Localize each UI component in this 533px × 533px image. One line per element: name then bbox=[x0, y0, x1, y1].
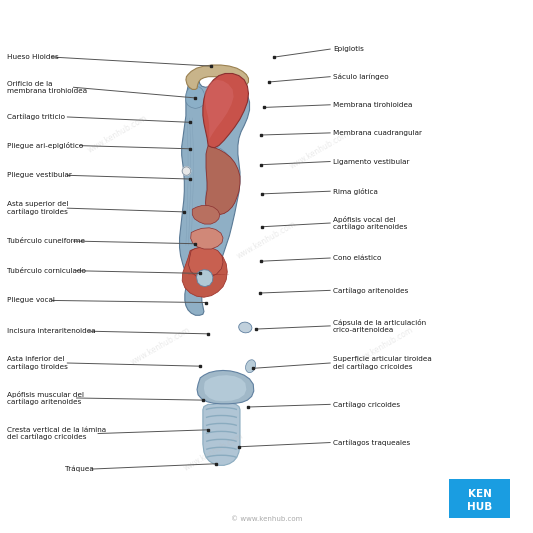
Polygon shape bbox=[185, 86, 206, 109]
Text: Asta superior del
cartílago tiroides: Asta superior del cartílago tiroides bbox=[7, 201, 68, 215]
Text: Pliegue ari-epiglótico: Pliegue ari-epiglótico bbox=[7, 142, 83, 149]
Text: Apófisis muscular del
cartílago aritenoides: Apófisis muscular del cartílago aritenoi… bbox=[7, 391, 84, 405]
Text: Tráquea: Tráquea bbox=[65, 466, 94, 472]
Polygon shape bbox=[180, 72, 249, 316]
Polygon shape bbox=[206, 147, 238, 212]
Text: Cartílago aritenoides: Cartílago aritenoides bbox=[333, 287, 408, 294]
Text: Cartílago triticio: Cartílago triticio bbox=[7, 114, 64, 120]
Text: KEN: KEN bbox=[468, 489, 492, 499]
Polygon shape bbox=[197, 270, 213, 287]
Text: Rima glótica: Rima glótica bbox=[333, 188, 378, 195]
Text: Orificio de la
membrana tirohioidea: Orificio de la membrana tirohioidea bbox=[7, 81, 87, 94]
Ellipse shape bbox=[239, 322, 252, 333]
Polygon shape bbox=[192, 206, 220, 224]
Text: HUB: HUB bbox=[467, 502, 492, 512]
Text: © www.kenhub.com: © www.kenhub.com bbox=[231, 516, 302, 522]
Ellipse shape bbox=[246, 360, 256, 373]
Text: Pliegue vocal: Pliegue vocal bbox=[7, 297, 54, 303]
Text: Cresta vertical de la lámina
del cartílago cricoides: Cresta vertical de la lámina del cartíla… bbox=[7, 427, 106, 440]
Text: Cápsula de la articulación
crico-aritenoidea: Cápsula de la articulación crico-ariteno… bbox=[333, 319, 426, 333]
Text: Cono elástico: Cono elástico bbox=[333, 255, 381, 261]
Text: Superficie articular tiroidea
del cartílago cricoides: Superficie articular tiroidea del cartíl… bbox=[333, 356, 432, 370]
Text: Tubérculo cuneiforme: Tubérculo cuneiforme bbox=[7, 238, 85, 244]
Polygon shape bbox=[186, 65, 248, 90]
Polygon shape bbox=[182, 247, 227, 297]
Text: Membrana tirohioidea: Membrana tirohioidea bbox=[333, 102, 412, 108]
Polygon shape bbox=[206, 146, 240, 215]
Text: Apófisis vocal del
cartílago aritenoides: Apófisis vocal del cartílago aritenoides bbox=[333, 216, 407, 230]
Text: Pliegue vestibular: Pliegue vestibular bbox=[7, 172, 71, 179]
FancyBboxPatch shape bbox=[449, 479, 511, 519]
Text: www.kenhub.com: www.kenhub.com bbox=[352, 325, 415, 367]
Text: www.kenhub.com: www.kenhub.com bbox=[129, 325, 192, 367]
Text: www.kenhub.com: www.kenhub.com bbox=[182, 431, 245, 473]
Polygon shape bbox=[203, 74, 248, 148]
Text: Epiglotis: Epiglotis bbox=[333, 46, 364, 52]
Text: Ligamento vestibular: Ligamento vestibular bbox=[333, 158, 409, 165]
Text: Membrana cuadrangular: Membrana cuadrangular bbox=[333, 130, 422, 136]
Text: Sáculo laríngeo: Sáculo laríngeo bbox=[333, 74, 389, 80]
Text: Cartílagos traqueales: Cartílagos traqueales bbox=[333, 439, 410, 446]
Polygon shape bbox=[197, 370, 254, 404]
Text: Asta inferior del
cartílago tiroides: Asta inferior del cartílago tiroides bbox=[7, 356, 68, 370]
Polygon shape bbox=[204, 375, 246, 401]
Text: www.kenhub.com: www.kenhub.com bbox=[288, 129, 351, 171]
Text: Incisura interaritenoidea: Incisura interaritenoidea bbox=[7, 328, 95, 334]
Polygon shape bbox=[189, 247, 223, 278]
Circle shape bbox=[182, 167, 191, 175]
Text: www.kenhub.com: www.kenhub.com bbox=[235, 219, 298, 261]
Text: Hueso Hioides: Hueso Hioides bbox=[7, 54, 59, 60]
Text: Tubérculo corniculado: Tubérculo corniculado bbox=[7, 268, 86, 274]
Polygon shape bbox=[205, 80, 233, 139]
Text: Cartílago cricoides: Cartílago cricoides bbox=[333, 401, 400, 408]
Polygon shape bbox=[203, 402, 240, 465]
Polygon shape bbox=[191, 228, 223, 249]
Text: www.kenhub.com: www.kenhub.com bbox=[87, 113, 149, 155]
